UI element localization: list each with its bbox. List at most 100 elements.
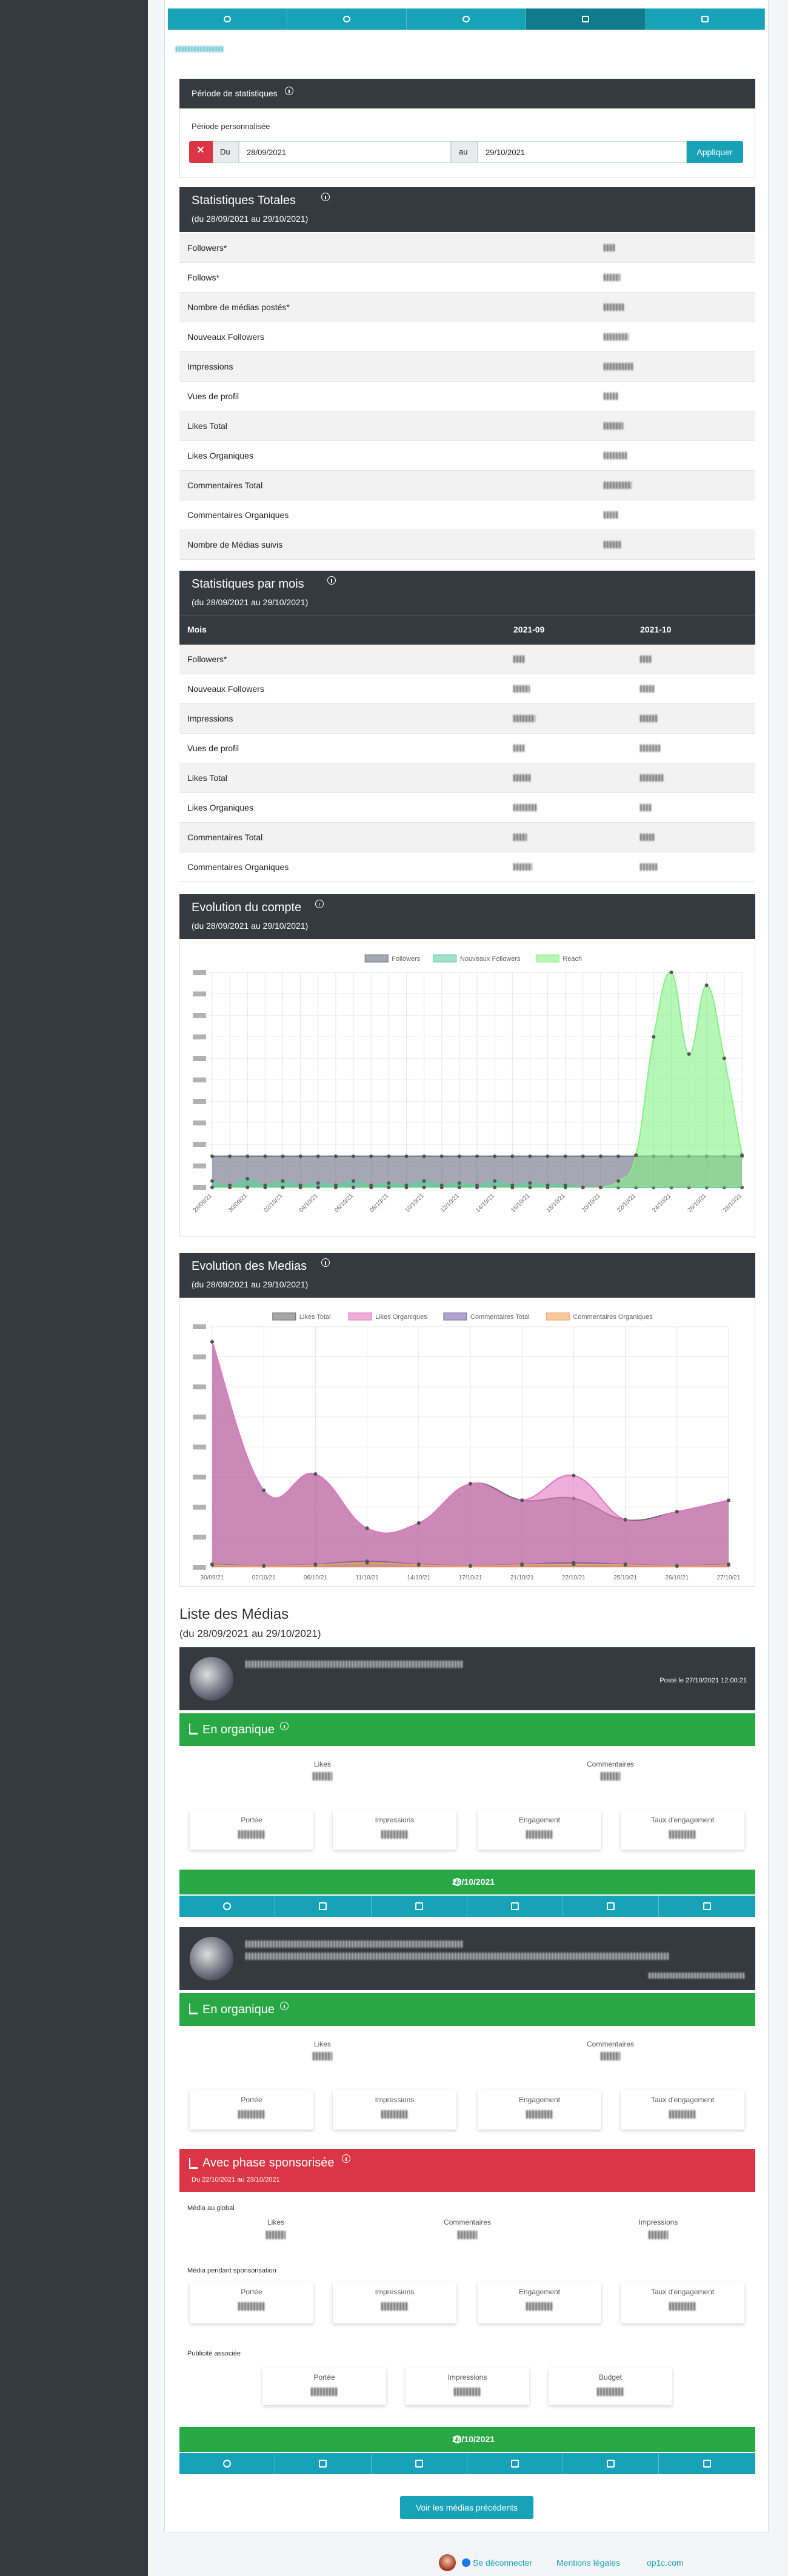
from-value: 28/09/2021 [247,148,287,157]
blurred-value [245,1661,464,1668]
stat-box-label: Portée [241,2096,262,2104]
row-label: Nouveaux Followers [187,332,264,342]
date-icon [453,1878,461,1886]
data-point [475,1154,479,1158]
action-button[interactable] [275,1896,372,1917]
data-point [572,1473,576,1478]
row-label: Follows* [187,273,219,282]
action-button[interactable] [467,2453,564,2474]
date-icon [453,2435,461,2443]
blurred-value [454,2388,481,2396]
stat-box: Engagement [478,2282,601,2323]
subsection-title: Média pendant sponsorisation [187,2267,276,2274]
to-input[interactable]: 29/10/2021 [478,141,687,163]
action-button[interactable] [372,2453,467,2474]
x-tick-label: 14/10/21 [407,1575,430,1581]
stat-box-label: Portée [241,1816,262,1824]
tab[interactable] [646,8,765,30]
action-button[interactable] [372,1896,467,1917]
data-point [245,1177,250,1181]
info-icon [315,900,324,908]
media-date: 28/10/2021 [452,1877,495,1887]
more-button[interactable]: Voir les médias précédents [400,2496,533,2519]
info-icon-bar [331,579,332,583]
legend-label: Commentaires Organiques [573,1313,653,1321]
data-point [457,1154,461,1158]
y-tick-label-blurred [193,1504,206,1510]
data-point [563,1186,567,1189]
stat-box-label: Impressions [375,2288,415,2296]
data-point [422,1186,426,1189]
stat-label: Likes [313,1760,332,1768]
data-point [687,1052,691,1056]
data-point [262,1488,266,1492]
stat-box-label: Impressions [375,1816,415,1824]
table-row [179,530,755,560]
action-button[interactable] [659,1896,755,1917]
action-button[interactable] [275,2453,372,2474]
site-link[interactable]: op1c.com [647,2558,684,2568]
stat-box: Taux d'engagement [621,2282,744,2323]
y-tick-label-blurred [193,1056,206,1061]
data-point [704,983,709,988]
avatar [439,2554,456,2571]
legend-label: Followers [392,955,421,963]
data-point [623,1563,627,1567]
tab[interactable] [168,8,287,30]
logout-link[interactable]: Se déconnecter [473,2558,533,2568]
y-tick-label-blurred [193,1099,206,1104]
legend-swatch [348,1312,372,1321]
stat-box-label: Budget [598,2373,623,2382]
action-button[interactable] [467,1896,564,1917]
data-point [333,1186,338,1189]
y-tick-label-blurred [193,1475,206,1480]
clear-button[interactable] [189,141,213,163]
info-icon-bar [289,90,290,93]
y-tick-label-blurred [193,1535,206,1540]
blurred-value [604,333,629,340]
info-icon [321,193,330,201]
period-body [179,108,755,178]
data-point [740,1153,744,1157]
info-icon [342,2154,351,2163]
x-tick-label: 02/10/21 [262,1192,284,1214]
period-label: Période personnalisée [192,122,270,131]
row-label: Likes Total [187,773,227,783]
data-point [387,1154,391,1158]
period-header [179,79,755,108]
section-title: Statistiques Totales [192,194,296,207]
section-subtitle: (du 28/09/2021 au 29/10/2021) [192,214,309,224]
stat-label: Likes [313,2040,332,2048]
section-subtitle: (du 28/09/2021 au 29/10/2021) [192,597,309,607]
apply-button[interactable]: Appliquer [687,141,743,163]
action-button[interactable] [659,2453,755,2474]
data-point [439,1154,444,1158]
column-header: Mois [187,625,207,634]
action-button[interactable] [179,2453,276,2474]
organic-bar [179,1713,755,1746]
data-point [281,1154,285,1158]
y-tick-label-blurred [193,1077,206,1083]
from-addon [213,141,239,163]
section-subtitle: (du 28/09/2021 au 29/10/2021) [192,1280,309,1289]
data-point [369,1154,373,1158]
tab[interactable] [287,8,407,30]
action-button[interactable] [563,2453,659,2474]
blurred-value [604,422,623,430]
action-icon [703,2460,711,2468]
x-tick-label: 16/10/21 [510,1192,532,1214]
action-bar [179,2453,755,2474]
action-button[interactable] [563,1896,659,1917]
tab[interactable] [407,8,526,30]
blurred-value [311,2388,338,2396]
tab[interactable] [526,8,646,30]
data-point [228,1186,232,1189]
legend-swatch [443,1312,467,1321]
row-label: Nombre de médias postés* [187,302,290,312]
action-button[interactable] [179,1896,276,1917]
blurred-value [669,2302,696,2311]
from-input[interactable]: 28/09/2021 [239,141,451,163]
x-tick-label: 21/10/21 [510,1575,534,1581]
legal-link[interactable]: Mentions légales [556,2558,621,2568]
data-point [316,1181,320,1185]
